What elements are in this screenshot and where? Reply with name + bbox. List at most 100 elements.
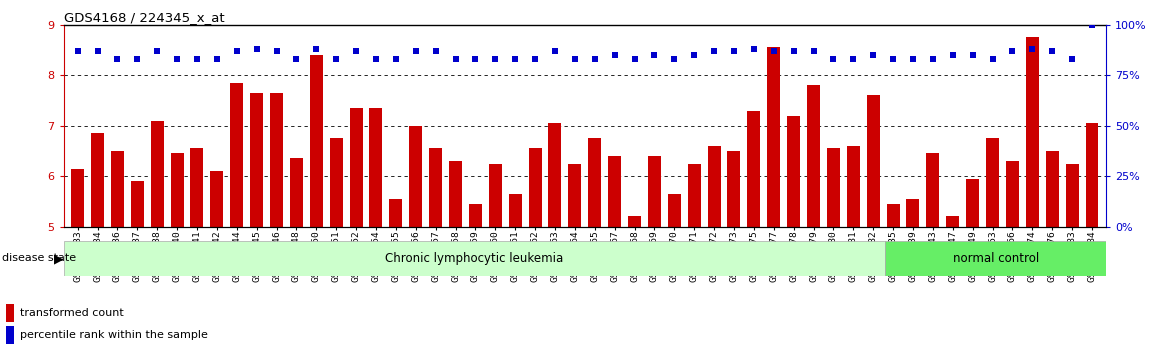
Point xyxy=(287,56,306,62)
Bar xyxy=(588,138,601,227)
Point xyxy=(545,48,564,54)
Point xyxy=(327,56,345,62)
Point xyxy=(168,56,186,62)
Bar xyxy=(230,83,243,227)
Point xyxy=(467,56,485,62)
Text: ▶: ▶ xyxy=(54,252,64,265)
Point xyxy=(665,56,683,62)
Point xyxy=(844,56,863,62)
Point xyxy=(824,56,843,62)
Point xyxy=(367,56,386,62)
Point xyxy=(864,52,882,58)
Point xyxy=(983,56,1002,62)
Point xyxy=(227,48,245,54)
Bar xyxy=(787,115,800,227)
Text: transformed count: transformed count xyxy=(20,308,124,318)
Point xyxy=(606,52,624,58)
Bar xyxy=(668,194,681,227)
Point xyxy=(884,56,902,62)
Point xyxy=(805,48,823,54)
Bar xyxy=(1065,164,1078,227)
Bar xyxy=(1085,123,1099,227)
Point xyxy=(148,48,167,54)
Bar xyxy=(628,216,642,227)
Bar xyxy=(64,241,886,276)
Point xyxy=(526,56,544,62)
Bar xyxy=(608,156,621,227)
Point xyxy=(725,48,743,54)
Point xyxy=(307,46,325,52)
Point xyxy=(586,56,604,62)
Point xyxy=(944,52,962,58)
Bar xyxy=(966,179,980,227)
Bar xyxy=(290,159,303,227)
Point xyxy=(506,56,525,62)
Point xyxy=(486,56,505,62)
Bar xyxy=(389,199,402,227)
Bar xyxy=(508,194,521,227)
Bar xyxy=(211,171,223,227)
Point xyxy=(68,48,87,54)
Bar xyxy=(91,133,104,227)
Bar xyxy=(727,151,740,227)
Point xyxy=(88,48,107,54)
Point xyxy=(248,46,266,52)
Point xyxy=(188,56,206,62)
Bar xyxy=(190,148,204,227)
Bar xyxy=(946,216,959,227)
Bar xyxy=(131,181,144,227)
Bar xyxy=(846,146,859,227)
Point xyxy=(129,56,147,62)
Bar xyxy=(747,110,761,227)
Point xyxy=(784,48,802,54)
Bar xyxy=(688,164,701,227)
Text: disease state: disease state xyxy=(2,253,76,263)
Point xyxy=(108,56,126,62)
Point xyxy=(1023,46,1041,52)
Point xyxy=(387,56,405,62)
Bar xyxy=(489,164,501,227)
Bar xyxy=(1046,151,1058,227)
Bar xyxy=(926,153,939,227)
Bar xyxy=(330,138,343,227)
Bar xyxy=(350,108,362,227)
Bar xyxy=(528,148,542,227)
Bar xyxy=(151,121,163,227)
Point xyxy=(426,48,445,54)
Bar xyxy=(866,96,880,227)
Point xyxy=(924,56,943,62)
Point xyxy=(963,52,982,58)
Point xyxy=(705,48,724,54)
Bar xyxy=(708,146,720,227)
Bar xyxy=(768,47,780,227)
Bar xyxy=(549,123,562,227)
Point xyxy=(1083,22,1101,28)
Point xyxy=(625,56,644,62)
Bar xyxy=(469,204,482,227)
Point xyxy=(1043,48,1062,54)
Bar xyxy=(270,93,283,227)
Bar xyxy=(886,241,1106,276)
Text: GDS4168 / 224345_x_at: GDS4168 / 224345_x_at xyxy=(64,11,225,24)
Point xyxy=(645,52,664,58)
Bar xyxy=(71,169,85,227)
Bar xyxy=(807,85,820,227)
Point xyxy=(764,48,783,54)
Point xyxy=(565,56,584,62)
Bar xyxy=(310,55,323,227)
Point xyxy=(207,56,226,62)
Bar xyxy=(887,204,900,227)
Bar xyxy=(430,148,442,227)
Text: normal control: normal control xyxy=(953,252,1039,265)
Bar xyxy=(250,93,263,227)
Text: percentile rank within the sample: percentile rank within the sample xyxy=(20,330,207,340)
Bar xyxy=(1006,161,1019,227)
Bar xyxy=(170,153,183,227)
Bar xyxy=(6,326,14,344)
Point xyxy=(745,46,763,52)
Point xyxy=(1063,56,1082,62)
Point xyxy=(903,56,922,62)
Text: Chronic lymphocytic leukemia: Chronic lymphocytic leukemia xyxy=(386,252,564,265)
Point xyxy=(267,48,286,54)
Bar xyxy=(907,199,919,227)
